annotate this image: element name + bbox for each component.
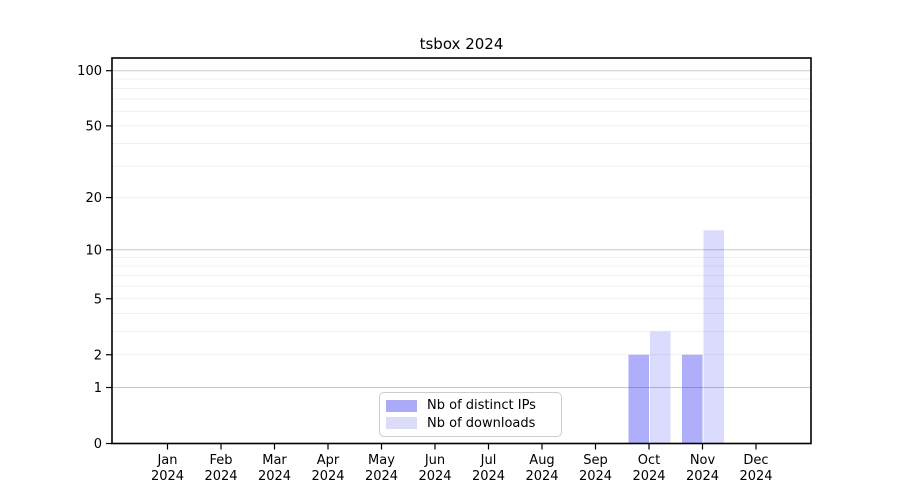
- y-tick-label: 100: [77, 64, 102, 79]
- legend-item-distinct-ips: Nb of distinct IPs: [386, 397, 553, 414]
- y-tick-label: 1: [94, 381, 102, 396]
- bar-distinct-ips: [628, 354, 649, 444]
- x-tick-label-month: Jan: [156, 453, 177, 468]
- x-tick-label-year: 2024: [311, 469, 344, 484]
- y-tick-label: 0: [94, 437, 102, 452]
- legend-item-downloads: Nb of downloads: [386, 415, 553, 432]
- x-tick-label-year: 2024: [204, 469, 237, 484]
- x-tick-label-year: 2024: [472, 469, 505, 484]
- y-tick-label: 50: [85, 119, 102, 134]
- y-tick-label: 10: [85, 243, 102, 258]
- x-tick-label-month: Oct: [638, 453, 660, 468]
- x-tick-label-year: 2024: [365, 469, 398, 484]
- x-tick-label-month: Jun: [424, 453, 445, 468]
- legend: Nb of distinct IPs Nb of downloads: [379, 392, 562, 437]
- bar-downloads: [703, 230, 724, 444]
- x-tick-label-year: 2024: [579, 469, 612, 484]
- x-tick-label-year: 2024: [418, 469, 451, 484]
- x-tick-label-month: Aug: [529, 453, 554, 468]
- legend-swatch-distinct-ips: [386, 399, 417, 412]
- bar-distinct-ips: [682, 354, 703, 444]
- legend-swatch-downloads: [386, 417, 417, 430]
- legend-label-downloads: Nb of downloads: [427, 415, 536, 431]
- x-tick-label-month: May: [368, 453, 395, 468]
- x-tick-label-month: Sep: [583, 453, 608, 468]
- bar-downloads: [650, 331, 671, 444]
- y-tick-label: 2: [94, 348, 102, 363]
- y-tick-label: 5: [94, 292, 102, 307]
- axes-spines: [111, 57, 812, 445]
- x-tick-label-year: 2024: [258, 469, 291, 484]
- x-tick-label-year: 2024: [739, 469, 772, 484]
- x-tick-label-year: 2024: [686, 469, 719, 484]
- x-tick-label-year: 2024: [525, 469, 558, 484]
- x-tick-label-month: Apr: [317, 453, 340, 468]
- x-tick-label-month: Nov: [690, 453, 716, 468]
- x-tick-label-year: 2024: [632, 469, 665, 484]
- y-tick-label: 20: [85, 191, 102, 206]
- x-tick-label-month: Jul: [480, 453, 497, 468]
- x-tick-label-month: Dec: [743, 453, 768, 468]
- x-tick-label-month: Feb: [209, 453, 232, 468]
- legend-label-distinct-ips: Nb of distinct IPs: [427, 398, 536, 414]
- x-tick-label-month: Mar: [262, 453, 287, 468]
- x-tick-label-year: 2024: [151, 469, 184, 484]
- chart-title: tsbox 2024: [419, 35, 504, 53]
